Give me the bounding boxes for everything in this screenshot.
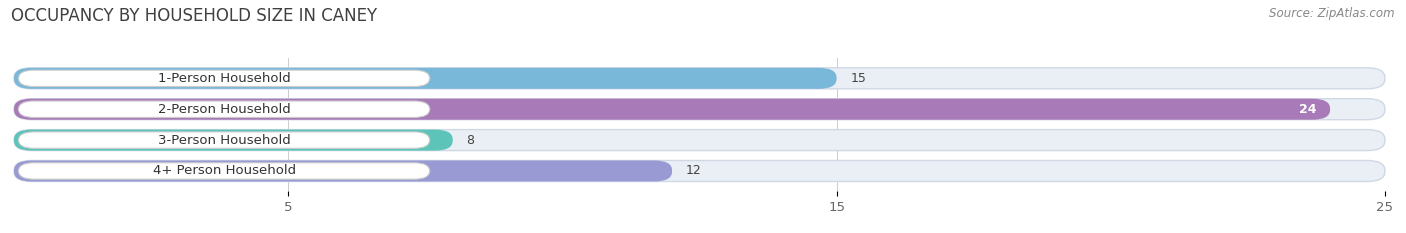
FancyBboxPatch shape [14,130,453,151]
FancyBboxPatch shape [14,99,1330,120]
FancyBboxPatch shape [14,68,837,89]
FancyBboxPatch shape [18,70,430,86]
FancyBboxPatch shape [14,99,1385,120]
Text: 1-Person Household: 1-Person Household [157,72,291,85]
Text: 3-Person Household: 3-Person Household [157,134,291,147]
FancyBboxPatch shape [14,68,1385,89]
FancyBboxPatch shape [14,130,1385,151]
Text: 4+ Person Household: 4+ Person Household [152,164,295,178]
Text: 2-Person Household: 2-Person Household [157,103,291,116]
Text: Source: ZipAtlas.com: Source: ZipAtlas.com [1270,7,1395,20]
Text: 24: 24 [1299,103,1316,116]
Text: 12: 12 [686,164,702,178]
Text: 15: 15 [851,72,866,85]
FancyBboxPatch shape [18,163,430,179]
FancyBboxPatch shape [18,101,430,117]
FancyBboxPatch shape [18,132,430,148]
FancyBboxPatch shape [14,161,1385,182]
Text: OCCUPANCY BY HOUSEHOLD SIZE IN CANEY: OCCUPANCY BY HOUSEHOLD SIZE IN CANEY [11,7,377,25]
FancyBboxPatch shape [14,161,672,182]
Text: 8: 8 [467,134,474,147]
